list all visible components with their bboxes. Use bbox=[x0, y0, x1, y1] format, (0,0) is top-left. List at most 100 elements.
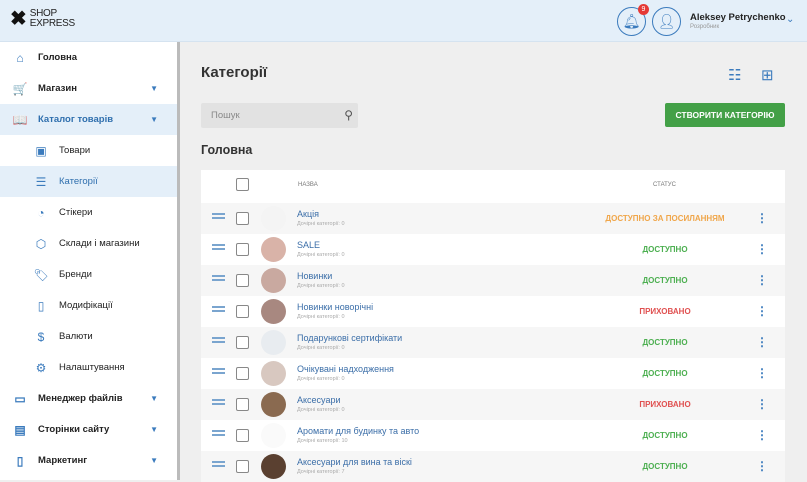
sidebar-item-label: Склади і магазини bbox=[59, 238, 140, 249]
row-checkbox[interactable] bbox=[236, 460, 249, 473]
chevron-down-icon[interactable]: ▼ bbox=[150, 456, 158, 465]
sidebar-item-1[interactable]: 🛒 Магазин ▼ bbox=[0, 73, 178, 104]
sidebar-item-13[interactable]: ▯ Маркетинг ▼ bbox=[0, 445, 178, 476]
category-name[interactable]: Аксесуари bbox=[297, 395, 341, 405]
sidebar-item-label: Головна bbox=[38, 52, 78, 63]
sidebar-scrollbar[interactable] bbox=[177, 42, 180, 480]
chevron-down-icon[interactable]: ▼ bbox=[150, 425, 158, 434]
category-thumbnail bbox=[261, 392, 286, 417]
sidebar-item-3[interactable]: ▣ Товари bbox=[0, 135, 178, 166]
category-name[interactable]: Очікувані надходження bbox=[297, 364, 394, 374]
row-checkbox[interactable] bbox=[236, 367, 249, 380]
drag-handle-icon[interactable] bbox=[212, 430, 225, 436]
category-name[interactable]: Аромати для будинку та авто bbox=[297, 426, 420, 436]
search-icon[interactable]: ⚲ bbox=[344, 108, 353, 122]
category-name[interactable]: Аксесуари для вина та віскі bbox=[297, 457, 412, 467]
logo[interactable]: ✖ SHOP EXPRESS bbox=[10, 8, 75, 30]
sidebar-item-5[interactable]: ◔ Стікери bbox=[0, 197, 178, 228]
gear-icon: ⚙ bbox=[35, 360, 47, 375]
logo-mark-icon: ✖ bbox=[10, 8, 27, 30]
top-header: ✖ SHOP EXPRESS 🔔︎ 9 👤︎ Aleksey Petrychenk… bbox=[0, 0, 807, 42]
category-name[interactable]: SALE bbox=[297, 240, 321, 250]
drag-handle-icon[interactable] bbox=[212, 244, 225, 250]
user-role: Розробник bbox=[690, 24, 720, 30]
row-checkbox[interactable] bbox=[236, 212, 249, 225]
chevron-down-icon[interactable]: ▼ bbox=[150, 394, 158, 403]
subcategory-count: Дочірні категорії: 0 bbox=[297, 252, 345, 258]
chevron-down-icon[interactable]: ▼ bbox=[150, 115, 158, 124]
drag-handle-icon[interactable] bbox=[212, 306, 225, 312]
more-options-icon[interactable]: ⋮ bbox=[756, 211, 768, 225]
create-category-button[interactable]: СТВОРИТИ КАТЕГОРІЮ bbox=[665, 103, 785, 127]
drag-handle-icon[interactable] bbox=[212, 399, 225, 405]
sidebar-item-12[interactable]: ▤ Сторінки сайту ▼ bbox=[0, 414, 178, 445]
more-options-icon[interactable]: ⋮ bbox=[756, 366, 768, 380]
more-options-icon[interactable]: ⋮ bbox=[756, 428, 768, 442]
list-view-icon[interactable]: ☷ bbox=[728, 67, 742, 84]
table-row: Подарункові сертифікати Дочірні категорі… bbox=[201, 327, 785, 358]
status-badge: ДОСТУПНО bbox=[642, 245, 688, 254]
row-checkbox[interactable] bbox=[236, 429, 249, 442]
table-row: Аксесуари для вина та віскі Дочірні кате… bbox=[201, 451, 785, 482]
sidebar-item-0[interactable]: ⌂ Головна bbox=[0, 42, 178, 73]
marketing-icon: ▯ bbox=[16, 453, 24, 468]
more-options-icon[interactable]: ⋮ bbox=[756, 242, 768, 256]
sidebar-item-9[interactable]: $ Валюти bbox=[0, 321, 178, 352]
more-options-icon[interactable]: ⋮ bbox=[756, 304, 768, 318]
sidebar-item-7[interactable]: 🏷 Бренди bbox=[0, 259, 178, 290]
more-options-icon[interactable]: ⋮ bbox=[756, 397, 768, 411]
sidebar-item-2[interactable]: 📖 Каталог товарів ▼ bbox=[0, 104, 178, 135]
category-thumbnail bbox=[261, 330, 286, 355]
subcategory-count: Дочірні категорії: 0 bbox=[297, 283, 345, 289]
category-name[interactable]: Новинки bbox=[297, 271, 333, 281]
user-name[interactable]: Aleksey Petrychenko bbox=[690, 12, 786, 23]
categories-table: НАЗВА СТАТУС Акція Дочірні категорії: 0 … bbox=[201, 170, 785, 482]
column-status: СТАТУС bbox=[653, 182, 676, 188]
notifications-button[interactable]: 🔔︎ 9 bbox=[617, 4, 649, 36]
drag-handle-icon[interactable] bbox=[212, 213, 225, 219]
tag-icon: 🏷 bbox=[33, 267, 49, 282]
table-row: Очікувані надходження Дочірні категорії:… bbox=[201, 358, 785, 389]
chevron-down-icon[interactable]: ⌄ bbox=[786, 14, 795, 25]
row-checkbox[interactable] bbox=[236, 305, 249, 318]
logo-text: SHOP bbox=[29, 8, 57, 19]
sidebar-item-4[interactable]: ☰ Категорії bbox=[0, 166, 178, 197]
sidebar-item-label: Каталог товарів bbox=[38, 114, 114, 125]
table-header: НАЗВА СТАТУС bbox=[201, 170, 785, 203]
category-thumbnail bbox=[261, 237, 286, 262]
page-title: Категорії bbox=[201, 64, 268, 81]
more-options-icon[interactable]: ⋮ bbox=[756, 335, 768, 349]
row-checkbox[interactable] bbox=[236, 336, 249, 349]
list-icon: ☰ bbox=[35, 174, 47, 189]
grid-view-icon[interactable]: ⊞ bbox=[761, 67, 774, 84]
sidebar-item-11[interactable]: ▭ Менеджер файлів ▼ bbox=[0, 383, 178, 414]
sidebar-item-label: Категорії bbox=[59, 176, 98, 187]
drag-handle-icon[interactable] bbox=[212, 337, 225, 343]
drag-handle-icon[interactable] bbox=[212, 461, 225, 467]
status-badge: ДОСТУПНО ЗА ПОСИЛАННЯМ bbox=[605, 214, 725, 223]
select-all-checkbox[interactable] bbox=[236, 178, 249, 191]
drag-handle-icon[interactable] bbox=[212, 368, 225, 374]
sidebar-item-6[interactable]: ⬡ Склади і магазини bbox=[0, 228, 178, 259]
dollar-icon: $ bbox=[37, 329, 45, 344]
category-name[interactable]: Новинки новорічні bbox=[297, 302, 374, 312]
table-row: Аксесуари Дочірні категорії: 0 ПРИХОВАНО… bbox=[201, 389, 785, 420]
sidebar-item-10[interactable]: ⚙ Налаштування bbox=[0, 352, 178, 383]
sidebar-item-8[interactable]: ▯ Модифікації bbox=[0, 290, 178, 321]
row-checkbox[interactable] bbox=[236, 243, 249, 256]
folder-icon: ▭ bbox=[14, 391, 26, 406]
profile-button[interactable]: 👤︎ bbox=[652, 7, 681, 36]
search-input[interactable]: Пошук ⚲ bbox=[201, 103, 358, 128]
chevron-down-icon[interactable]: ▼ bbox=[150, 84, 158, 93]
category-thumbnail bbox=[261, 454, 286, 479]
row-checkbox[interactable] bbox=[236, 398, 249, 411]
drag-handle-icon[interactable] bbox=[212, 275, 225, 281]
category-name[interactable]: Подарункові сертифікати bbox=[297, 333, 403, 343]
more-options-icon[interactable]: ⋮ bbox=[756, 273, 768, 287]
row-checkbox[interactable] bbox=[236, 274, 249, 287]
category-thumbnail bbox=[261, 361, 286, 386]
category-name[interactable]: Акція bbox=[297, 209, 319, 219]
cube-icon: ⬡ bbox=[35, 236, 47, 251]
more-options-icon[interactable]: ⋮ bbox=[756, 459, 768, 473]
subcategory-count: Дочірні категорії: 7 bbox=[297, 469, 345, 475]
